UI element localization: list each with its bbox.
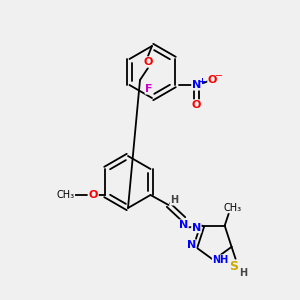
Text: F: F: [145, 84, 153, 94]
Text: NH: NH: [212, 255, 229, 265]
Text: O: O: [143, 57, 153, 67]
Text: +: +: [198, 76, 205, 85]
Text: H: H: [170, 195, 178, 205]
Text: O: O: [208, 75, 217, 85]
Text: −: −: [215, 71, 223, 81]
Text: S: S: [229, 260, 238, 273]
Text: N: N: [179, 220, 188, 230]
Text: CH₃: CH₃: [56, 190, 74, 200]
Text: O: O: [192, 100, 201, 110]
Text: H: H: [239, 268, 247, 278]
Text: N: N: [192, 80, 201, 90]
Text: O: O: [89, 190, 98, 200]
Text: CH₃: CH₃: [224, 202, 242, 213]
Text: N: N: [187, 240, 196, 250]
Text: N: N: [192, 223, 201, 232]
